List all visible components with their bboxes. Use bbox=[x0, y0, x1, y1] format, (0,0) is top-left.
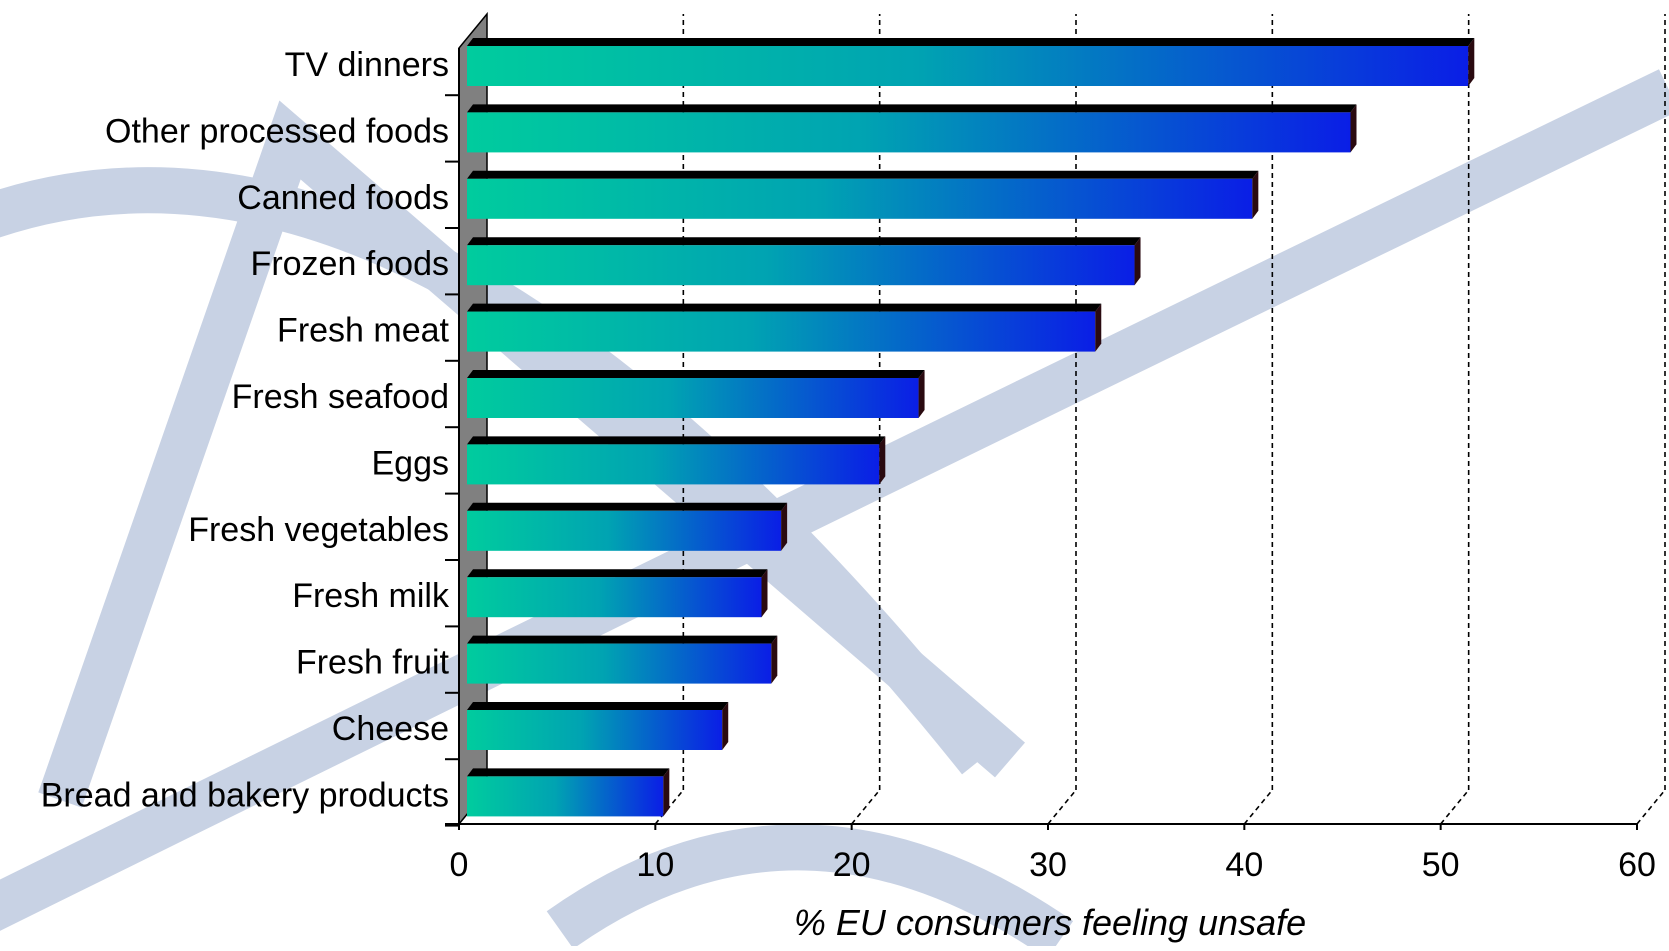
bars bbox=[467, 38, 1475, 817]
category-label: Frozen foods bbox=[251, 245, 449, 283]
bar bbox=[467, 303, 1102, 352]
bar-top bbox=[467, 370, 925, 378]
grid-floor-line bbox=[1636, 789, 1666, 825]
x-tick-label: 60 bbox=[1618, 846, 1656, 884]
bar-top bbox=[467, 237, 1141, 246]
bar-front bbox=[467, 444, 880, 485]
x-tick-label: 0 bbox=[450, 846, 469, 884]
grid-floor-line bbox=[1047, 789, 1077, 825]
bar-front bbox=[467, 311, 1096, 352]
bar-front bbox=[467, 643, 772, 684]
bar bbox=[467, 104, 1357, 153]
bar-top bbox=[467, 635, 778, 644]
bar-top bbox=[467, 170, 1259, 179]
bar-front bbox=[467, 710, 723, 750]
bar-top bbox=[467, 569, 768, 578]
bar-front bbox=[467, 577, 762, 618]
bar bbox=[467, 38, 1475, 86]
x-tick-label: 10 bbox=[636, 846, 674, 884]
x-tick-label: 50 bbox=[1422, 846, 1460, 884]
bar bbox=[467, 502, 788, 551]
bar bbox=[467, 635, 778, 684]
x-tick-label: 40 bbox=[1225, 846, 1263, 884]
bar-cap bbox=[663, 768, 670, 817]
bar-front bbox=[467, 112, 1351, 153]
category-label: Fresh meat bbox=[277, 312, 449, 350]
bar-cap bbox=[722, 702, 729, 750]
bar-top bbox=[467, 303, 1102, 312]
bar-cap bbox=[761, 569, 768, 618]
bar-top bbox=[467, 104, 1357, 113]
bar bbox=[467, 237, 1141, 286]
grid-floor-line bbox=[1440, 789, 1470, 825]
bar-front bbox=[467, 776, 664, 817]
category-label: TV dinners bbox=[285, 46, 449, 84]
bar-front bbox=[467, 378, 919, 418]
bar-cap bbox=[1252, 170, 1259, 219]
category-label: Fresh seafood bbox=[232, 378, 449, 416]
bar-top bbox=[467, 502, 788, 511]
bar-top bbox=[467, 768, 670, 777]
grid-floor-line bbox=[1243, 789, 1273, 825]
category-labels: TV dinners Other processed foods Canned fo… bbox=[41, 46, 450, 814]
bar-front bbox=[467, 245, 1135, 286]
x-tick-label: 20 bbox=[833, 846, 871, 884]
category-label: Fresh fruit bbox=[296, 644, 450, 682]
grid-floor-line bbox=[851, 789, 881, 825]
bar-cap bbox=[879, 436, 886, 485]
bar bbox=[467, 170, 1259, 219]
bar-cap bbox=[781, 502, 788, 551]
bar-cap bbox=[1468, 38, 1475, 86]
category-label: Cheese bbox=[332, 710, 449, 748]
x-tick-label: 30 bbox=[1029, 846, 1067, 884]
x-tick-labels: 0 10 20 30 40 50 60 bbox=[450, 846, 1656, 884]
bar-top bbox=[467, 436, 886, 445]
bar bbox=[467, 569, 768, 618]
x-axis-title: % EU consumers feeling unsafe bbox=[794, 902, 1306, 943]
bar-front bbox=[467, 178, 1253, 219]
bar bbox=[467, 370, 925, 418]
bar bbox=[467, 702, 729, 750]
bar-cap bbox=[771, 635, 778, 684]
category-label: Fresh vegetables bbox=[188, 511, 449, 549]
bar-cap bbox=[1095, 303, 1102, 352]
bar-front bbox=[467, 510, 782, 551]
bar-cap bbox=[1134, 237, 1141, 286]
category-label: Other processed foods bbox=[105, 112, 449, 150]
bar-front bbox=[467, 46, 1469, 86]
category-label: Eggs bbox=[372, 444, 450, 482]
bar bbox=[467, 768, 670, 817]
bar-cap bbox=[918, 370, 925, 418]
bar bbox=[467, 436, 886, 485]
category-label: Fresh milk bbox=[292, 577, 450, 615]
bar-cap bbox=[1350, 104, 1357, 153]
bar-top bbox=[467, 38, 1475, 46]
bar-top bbox=[467, 702, 729, 710]
category-label: Canned foods bbox=[237, 179, 449, 217]
watermark-logo bbox=[0, 69, 1669, 951]
category-label: Bread and bakery products bbox=[41, 776, 449, 814]
